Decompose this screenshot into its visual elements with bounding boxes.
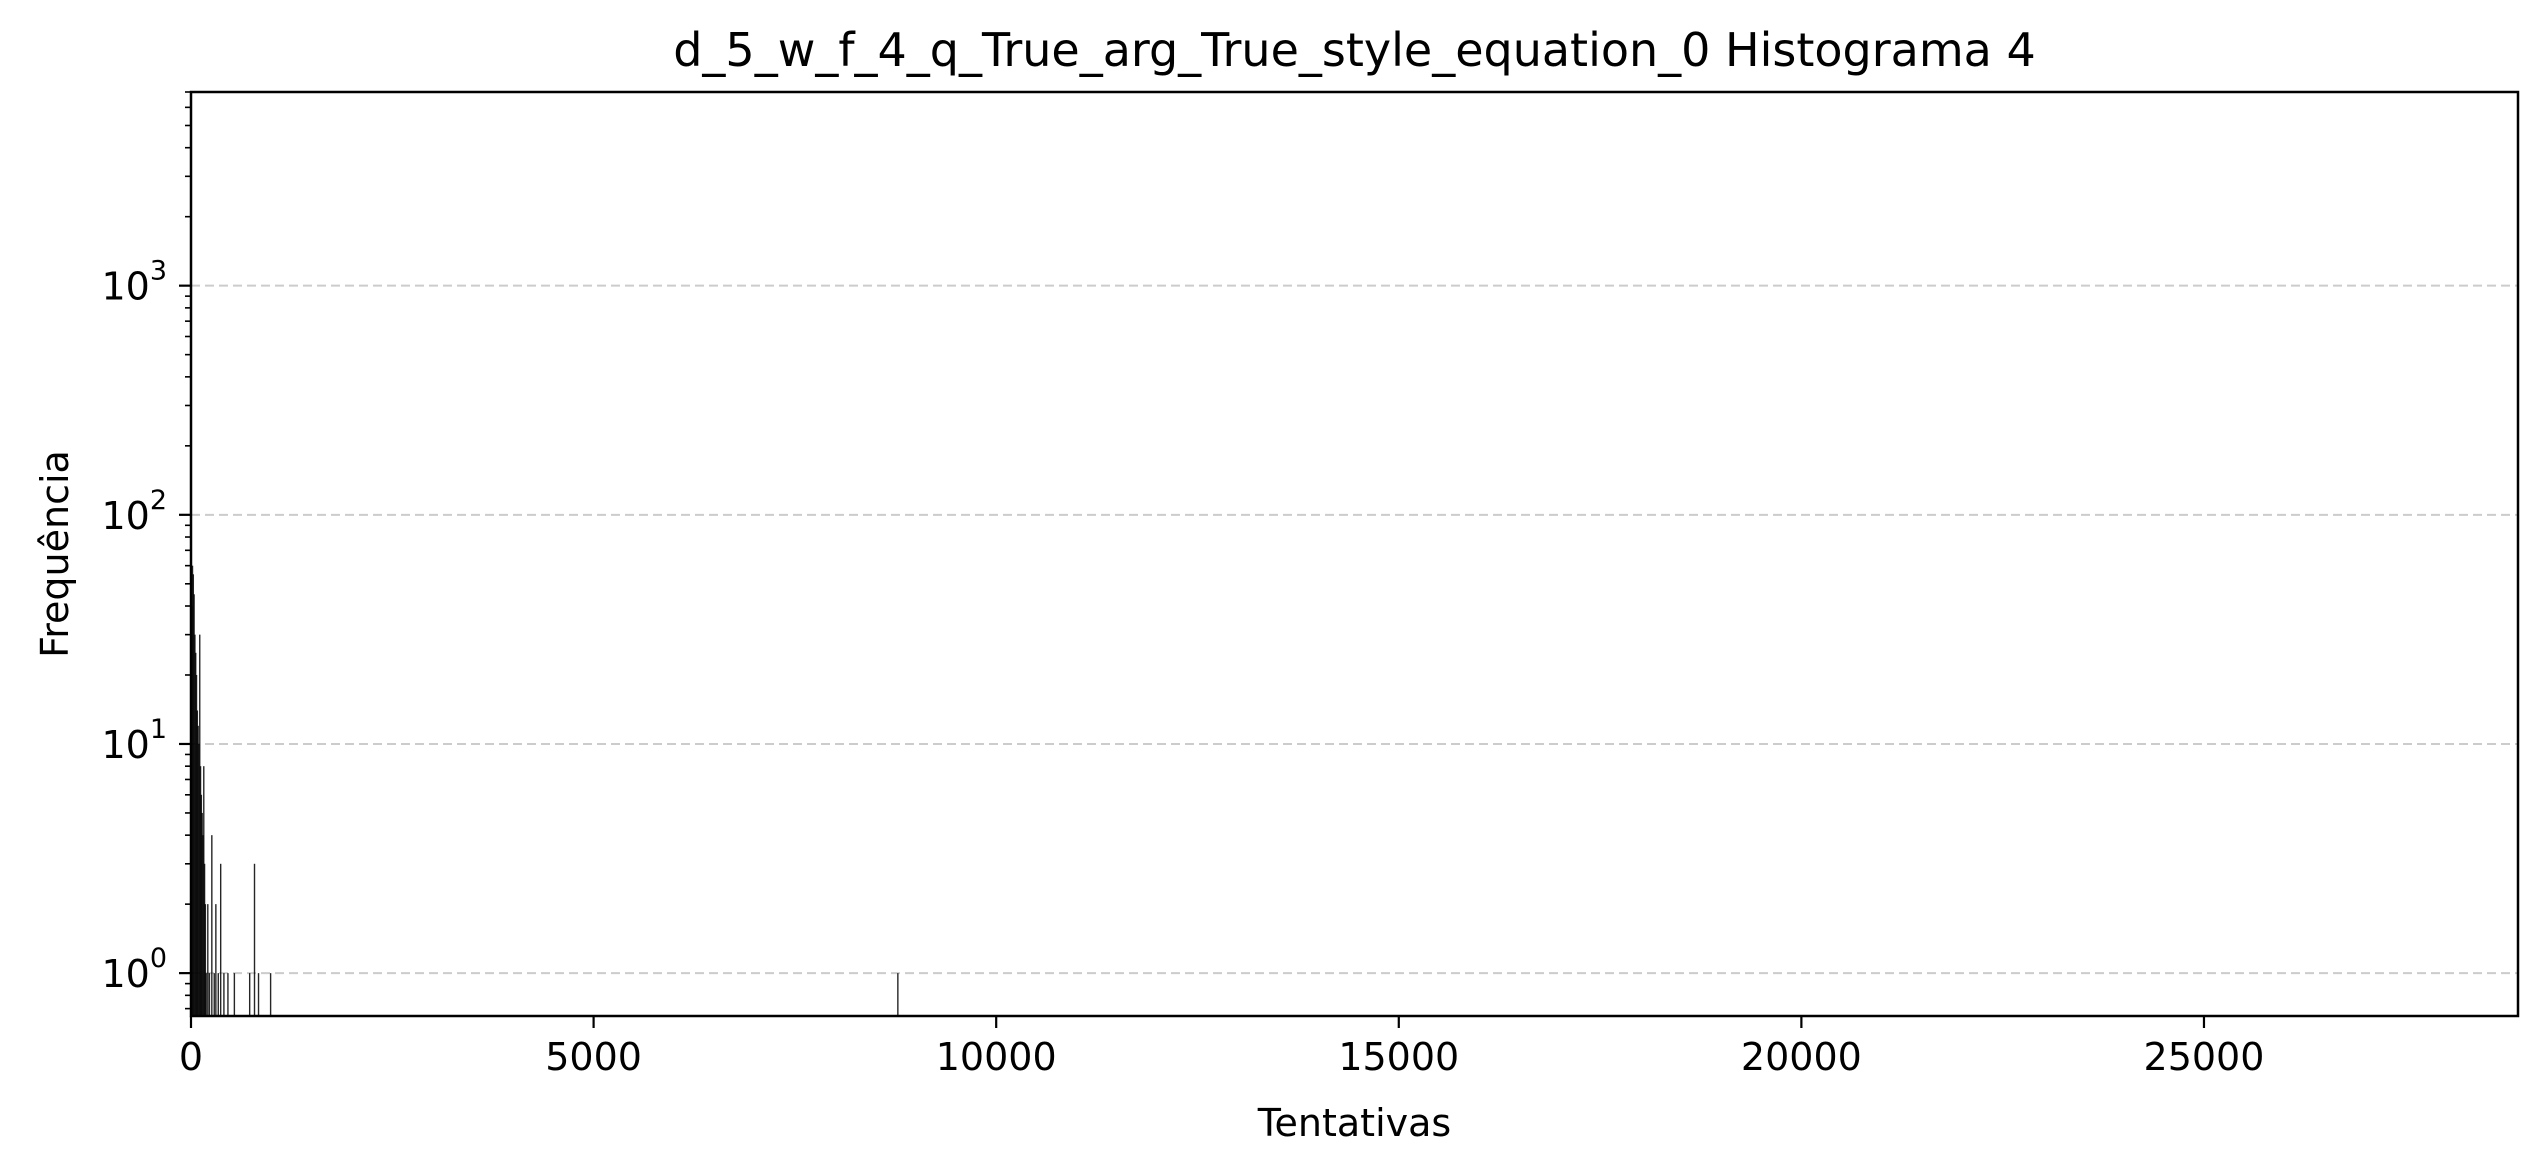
histogram-bar: [194, 634, 196, 1016]
x-axis-ticks: 0 5000 10000 15000 20000 25000: [179, 1016, 2265, 1079]
histogram-bar: [248, 973, 251, 1016]
histogram-bar: [199, 766, 202, 1016]
histogram-bar: [200, 794, 203, 1016]
y-tick-label: 102: [101, 485, 167, 538]
histogram-bar: [227, 973, 229, 1016]
histogram-bar: [191, 565, 194, 1016]
y-axis-ticks: 100 101 102 103: [101, 256, 191, 996]
histogram-bar: [269, 973, 272, 1016]
x-tick-label: 15000: [1338, 1035, 1459, 1079]
histogram-bar: [253, 863, 256, 1016]
histogram-bar: [207, 904, 209, 1016]
histogram-bar: [217, 973, 219, 1016]
x-tick-label: 20000: [1741, 1035, 1862, 1079]
y-gridlines: [191, 284, 2518, 975]
histogram-bar: [195, 674, 198, 1016]
x-axis-label: Tentativas: [1257, 1101, 1451, 1145]
histogram-bar: [219, 863, 222, 1016]
x-tick-label: 0: [179, 1035, 203, 1079]
histogram-bar: [208, 973, 211, 1016]
histogram-bar: [257, 973, 260, 1016]
histogram-bar: [897, 973, 899, 1016]
histogram-bar: [201, 812, 203, 1016]
histogram-bar: [213, 973, 215, 1016]
histogram-bar: [197, 725, 199, 1016]
y-axis-minor-ticks: [185, 91, 191, 1010]
histogram-bar: [202, 835, 204, 1016]
y-axis-label: Frequência: [33, 450, 77, 658]
histogram-bar: [203, 766, 205, 1016]
histogram-bar: [196, 710, 199, 1016]
histogram-bar: [199, 634, 201, 1016]
histogram-bar: [195, 652, 197, 1016]
histogram-bar: [211, 835, 213, 1016]
x-tick-label: 10000: [936, 1035, 1057, 1079]
histogram-bar: [192, 574, 195, 1016]
histogram-bar: [203, 863, 206, 1016]
histogram-bar: [233, 973, 236, 1016]
y-tick-label: 100: [101, 943, 167, 996]
histogram-bar: [193, 594, 195, 1016]
histogram-bar: [198, 743, 200, 1016]
histogram-bar: [215, 904, 217, 1016]
histogram-bar: [205, 973, 207, 1016]
chart-title: d_5_w_f_4_q_True_arg_True_style_equation…: [673, 23, 2036, 77]
y-tick-label: 103: [101, 256, 167, 309]
histogram-bar: [204, 904, 207, 1016]
plot-frame: [189, 90, 2520, 1018]
histogram-bars: [191, 565, 899, 1016]
histogram-bar: [223, 973, 225, 1016]
y-tick-label: 101: [101, 714, 167, 767]
x-tick-label: 25000: [2144, 1035, 2265, 1079]
x-tick-label: 5000: [545, 1035, 642, 1079]
